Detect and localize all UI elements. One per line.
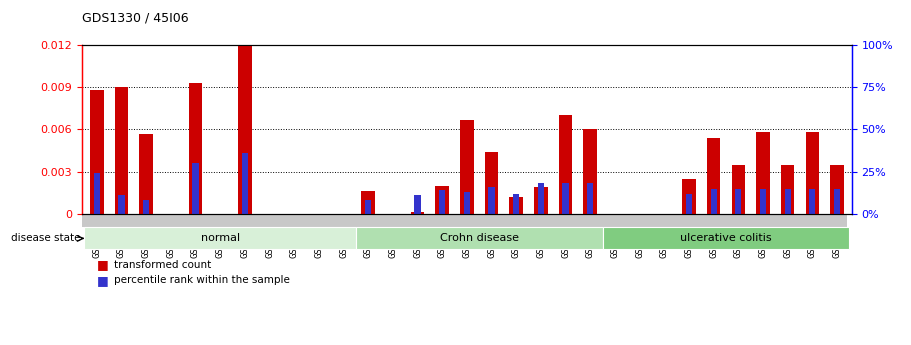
Bar: [435, 186, 449, 214]
Text: percentile rank within the sample: percentile rank within the sample: [114, 275, 290, 285]
Bar: [439, 190, 445, 214]
Text: ulcerative colitis: ulcerative colitis: [681, 234, 772, 244]
Bar: [686, 194, 692, 214]
Bar: [488, 187, 495, 214]
Bar: [537, 184, 544, 214]
Bar: [735, 188, 742, 214]
Bar: [238, 46, 251, 214]
Text: GDS1330 / 45I06: GDS1330 / 45I06: [82, 11, 189, 24]
Bar: [192, 163, 199, 214]
Bar: [82, 214, 847, 227]
Bar: [118, 195, 125, 214]
Bar: [189, 83, 202, 214]
Bar: [415, 195, 421, 214]
Bar: [534, 187, 548, 214]
Bar: [588, 184, 593, 214]
Bar: [781, 165, 794, 214]
Bar: [830, 165, 844, 214]
Bar: [562, 184, 568, 214]
Bar: [485, 152, 498, 214]
Bar: [94, 173, 100, 214]
Bar: [356, 227, 602, 249]
Bar: [732, 165, 745, 214]
Text: ■: ■: [97, 274, 108, 287]
Bar: [760, 188, 766, 214]
Bar: [464, 192, 470, 214]
Bar: [558, 115, 572, 214]
Text: disease state: disease state: [11, 234, 81, 244]
Bar: [756, 132, 770, 214]
Text: transformed count: transformed count: [114, 260, 211, 270]
Bar: [707, 138, 721, 214]
Bar: [509, 197, 523, 214]
Text: Crohn disease: Crohn disease: [440, 234, 518, 244]
Bar: [362, 191, 375, 214]
Bar: [85, 227, 356, 249]
Bar: [711, 188, 717, 214]
Bar: [583, 129, 597, 214]
Bar: [682, 179, 696, 214]
Bar: [784, 188, 791, 214]
Bar: [602, 227, 849, 249]
Bar: [809, 188, 815, 214]
Bar: [241, 153, 248, 214]
Bar: [805, 132, 819, 214]
Bar: [115, 87, 128, 214]
Bar: [90, 90, 104, 214]
Bar: [834, 188, 840, 214]
Text: ■: ■: [97, 258, 108, 271]
Bar: [143, 200, 149, 214]
Bar: [411, 213, 425, 214]
Bar: [513, 194, 519, 214]
Bar: [365, 200, 372, 214]
Bar: [460, 119, 474, 214]
Text: normal: normal: [200, 234, 240, 244]
Bar: [139, 134, 153, 214]
